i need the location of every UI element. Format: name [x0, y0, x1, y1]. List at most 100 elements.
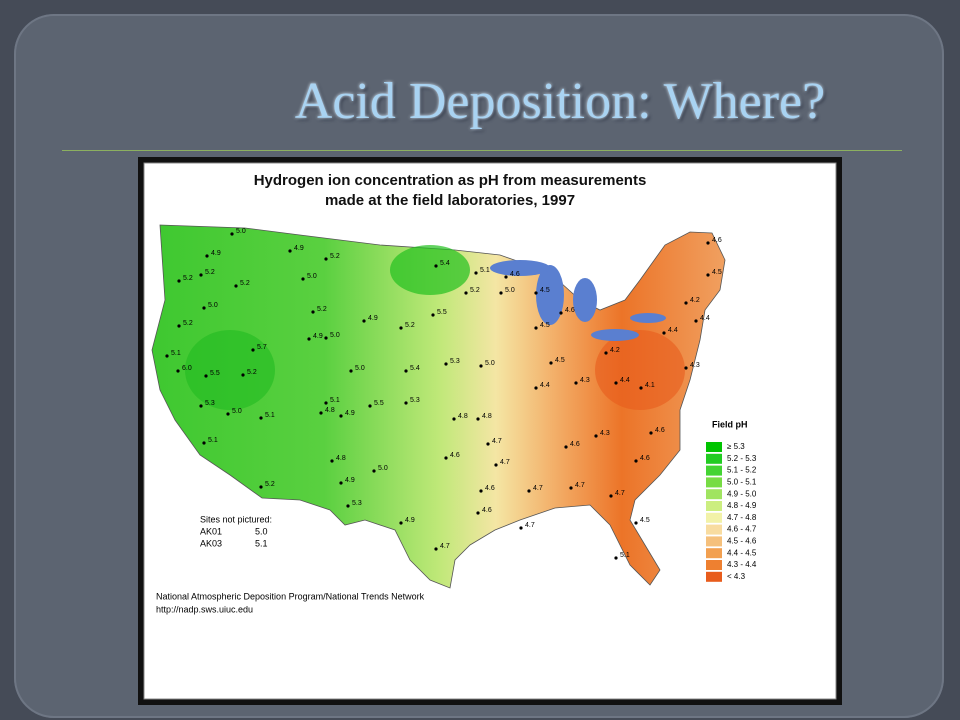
site-dot [609, 494, 613, 498]
site-value: 4.5 [540, 287, 550, 294]
legend-label: 4.5 - 4.6 [727, 537, 757, 546]
site-value: 4.6 [485, 485, 495, 492]
legend-label: 4.7 - 4.8 [727, 513, 757, 522]
site-dot [452, 417, 456, 421]
legend-swatch [706, 524, 722, 535]
site-dot [319, 411, 323, 415]
sites-note-id: AK03 [200, 538, 222, 548]
site-value: 5.0 [330, 332, 340, 339]
site-value: 4.8 [482, 413, 492, 420]
site-value: 5.5 [210, 370, 220, 377]
site-dot [634, 459, 638, 463]
site-dot [662, 331, 666, 335]
site-value: 5.1 [208, 437, 218, 444]
site-dot [534, 326, 538, 330]
site-value: 5.1 [620, 552, 630, 559]
site-value: 5.2 [205, 269, 215, 276]
site-value: 5.0 [307, 273, 317, 280]
site-value: 4.8 [325, 407, 335, 414]
map-shading [390, 245, 470, 295]
site-dot [199, 404, 203, 408]
site-value: 4.6 [570, 441, 580, 448]
site-dot [230, 232, 234, 236]
site-dot [399, 326, 403, 330]
legend-swatch [706, 560, 722, 570]
site-value: 5.4 [410, 365, 420, 372]
lake [591, 329, 639, 341]
legend-label: 4.4 - 4.5 [727, 548, 757, 557]
legend-label: 4.8 - 4.9 [727, 501, 757, 510]
legend-label: 5.2 - 5.3 [727, 454, 757, 463]
site-value: 5.0 [232, 408, 242, 415]
site-value: 4.6 [482, 507, 492, 514]
site-dot [259, 485, 263, 489]
site-dot [706, 241, 710, 245]
site-dot [399, 521, 403, 525]
site-value: 4.9 [211, 250, 221, 257]
site-value: 5.2 [183, 275, 193, 282]
site-value: 5.0 [236, 228, 246, 235]
site-dot [434, 264, 438, 268]
lake [573, 278, 597, 322]
site-dot [202, 306, 206, 310]
site-value: 5.3 [205, 400, 215, 407]
site-value: 4.4 [540, 382, 550, 389]
site-dot [634, 521, 638, 525]
site-value: 4.5 [555, 357, 565, 364]
site-value: 4.3 [600, 430, 610, 437]
site-dot [349, 369, 353, 373]
site-value: 4.4 [620, 377, 630, 384]
site-value: 4.7 [500, 459, 510, 466]
site-value: 4.6 [565, 307, 575, 314]
site-value: 4.1 [645, 382, 655, 389]
site-dot [594, 434, 598, 438]
legend-label: 4.9 - 5.0 [727, 489, 757, 498]
site-dot [346, 504, 350, 508]
site-value: 4.3 [690, 362, 700, 369]
map-picture: 5.0 4.9 5.2 5.2 5.2 5.0 5.2 5.1 6.0 5.5 5.3 5.0 5.1 5… [138, 157, 842, 705]
site-value: 4.6 [640, 455, 650, 462]
site-value: 5.1 [330, 397, 340, 404]
site-value: 4.7 [440, 543, 450, 550]
site-value: 4.4 [700, 315, 710, 322]
site-value: 5.3 [352, 500, 362, 507]
site-dot [339, 481, 343, 485]
site-value: 4.6 [510, 271, 520, 278]
slide-title: Acid Deposition: Where? [294, 73, 826, 130]
site-dot [199, 273, 203, 277]
site-dot [569, 486, 573, 490]
legend-swatch [706, 536, 722, 547]
legend-swatch [706, 477, 722, 488]
site-value: 4.8 [458, 413, 468, 420]
site-dot [165, 354, 169, 358]
site-dot [476, 417, 480, 421]
site-dot [372, 469, 376, 473]
legend-label: 5.0 - 5.1 [727, 478, 757, 487]
legend-label: 4.6 - 4.7 [727, 525, 757, 534]
site-dot [534, 386, 538, 390]
site-dot [476, 511, 480, 515]
map-shading [185, 330, 275, 410]
site-value: 4.2 [610, 347, 620, 354]
site-value: 5.2 [247, 369, 257, 376]
site-value: 4.6 [450, 452, 460, 459]
site-value: 5.5 [374, 400, 384, 407]
legend-swatch [706, 512, 722, 523]
site-value: 4.7 [615, 490, 625, 497]
site-value: 4.2 [690, 297, 700, 304]
legend-label: 4.3 - 4.4 [727, 560, 757, 569]
site-dot [324, 257, 328, 261]
site-value: 5.7 [257, 344, 267, 351]
site-dot [694, 319, 698, 323]
site-value: 5.1 [265, 412, 275, 419]
site-dot [486, 442, 490, 446]
map-shading [595, 330, 685, 410]
site-dot [362, 319, 366, 323]
site-dot [649, 431, 653, 435]
site-dot [534, 291, 538, 295]
site-value: 5.0 [485, 360, 495, 367]
site-value: 4.8 [336, 455, 346, 462]
site-value: 5.0 [505, 287, 515, 294]
site-value: 5.0 [378, 465, 388, 472]
site-dot [324, 336, 328, 340]
